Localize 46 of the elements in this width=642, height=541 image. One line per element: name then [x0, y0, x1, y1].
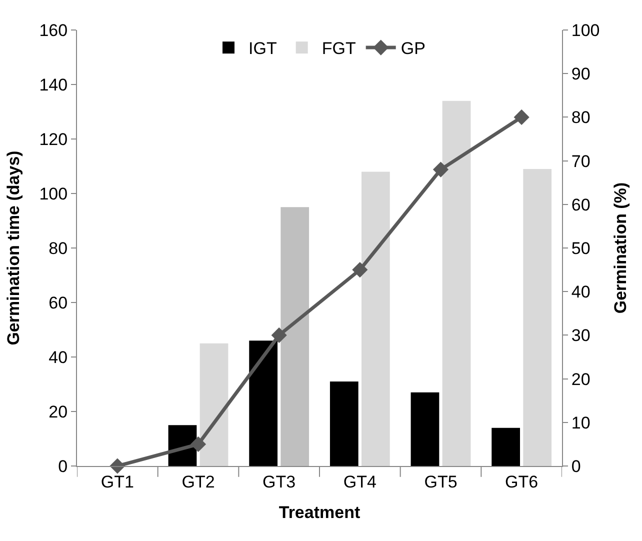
bar: [200, 343, 228, 466]
bar: [410, 392, 440, 466]
y-tick-label: 60: [48, 293, 68, 312]
point: [271, 327, 287, 343]
y-axis-title: Germination time (days): [4, 150, 23, 346]
bar: [249, 340, 278, 466]
y-tick-label: 100: [39, 184, 68, 204]
y2-tick-label: 60: [571, 195, 590, 214]
point: [190, 436, 206, 452]
bar: [280, 207, 310, 466]
y-tick-label: 120: [39, 130, 68, 149]
y-tick-label: 20: [48, 402, 68, 422]
bar: [330, 382, 358, 466]
y2-tick-label: 30: [571, 326, 590, 346]
x-tick-label: GT1: [100, 472, 134, 492]
x-tick-label: GT4: [343, 472, 376, 492]
y2-tick-label: 10: [571, 413, 590, 432]
point: [432, 162, 449, 178]
point: [514, 109, 530, 125]
y-tick-label: 80: [48, 238, 68, 258]
y-tick-label: 0: [58, 456, 68, 476]
x-tick-label: GT5: [424, 472, 458, 492]
bar: [523, 168, 552, 466]
bar: [442, 100, 471, 466]
x-tick-label: GT6: [505, 472, 538, 492]
y2-tick-label: 40: [571, 282, 590, 302]
y-tick-label: 140: [39, 75, 68, 94]
y2-tick-label: 70: [571, 152, 590, 171]
y2-tick-label: 0: [571, 456, 581, 476]
x-tick-label: GT2: [182, 472, 215, 492]
x-axis-title: Treatment: [278, 502, 360, 522]
y-tick-label: 40: [48, 348, 68, 367]
point: [352, 262, 368, 278]
bar: [492, 428, 520, 466]
y2-axis-title: Germination (%): [611, 182, 630, 314]
x-tick-label: GT3: [262, 472, 296, 492]
y2-tick-label: 50: [571, 238, 590, 258]
y-tick-label: 160: [39, 20, 68, 40]
y2-tick-label: 90: [571, 64, 590, 84]
bar: [361, 172, 390, 466]
legend-label: FGT: [322, 39, 356, 58]
y2-tick-label: 80: [571, 108, 590, 128]
legend-label: GP: [400, 39, 426, 58]
y2-tick-label: 100: [571, 20, 600, 40]
y2-tick-label: 20: [571, 370, 590, 389]
legend-label: IGT: [248, 39, 277, 58]
